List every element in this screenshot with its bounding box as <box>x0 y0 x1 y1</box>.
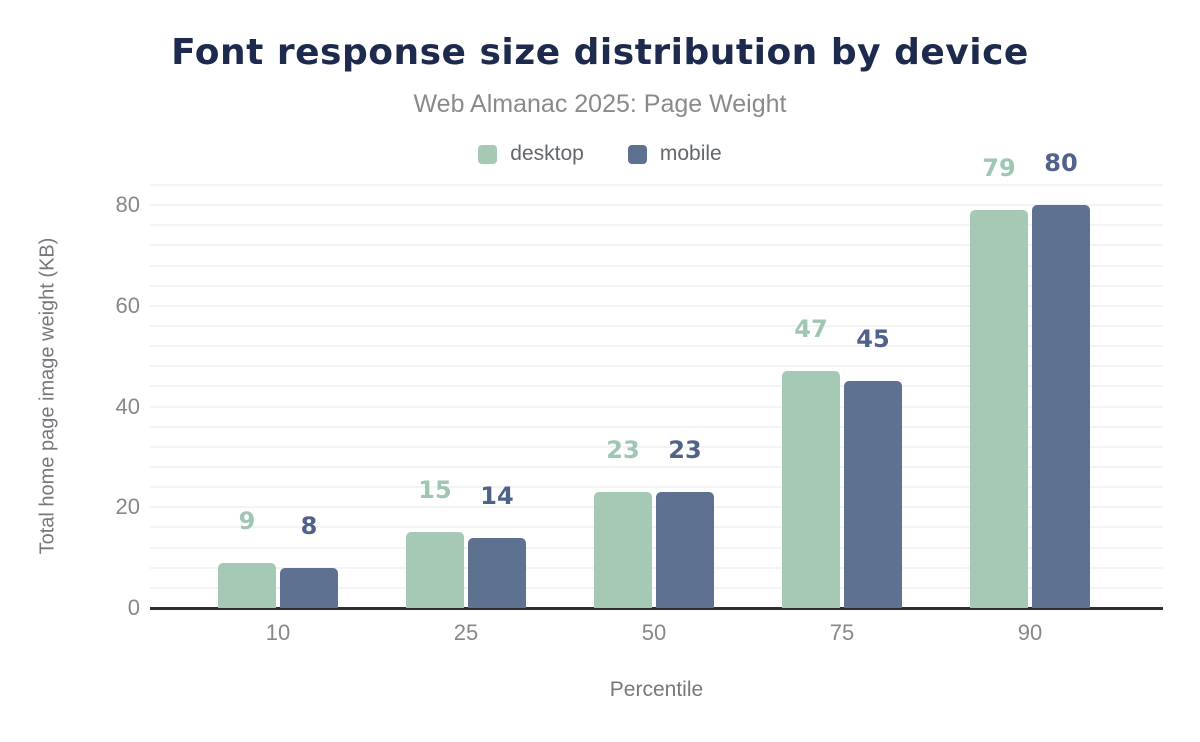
gridline <box>150 385 1163 388</box>
bar-label-desktop-p25: 15 <box>418 476 452 505</box>
x-tick-label-75: 75 <box>829 620 855 645</box>
gridline <box>150 445 1163 448</box>
bar-label-mobile-p50: 23 <box>668 436 702 465</box>
legend-item-mobile[interactable]: mobile <box>627 142 722 166</box>
bar-label-desktop-p90: 79 <box>982 154 1016 183</box>
legend-label-desktop: desktop <box>510 142 584 165</box>
y-axis-title: Total home page image weight (KB) <box>36 237 59 555</box>
x-axis-title: Percentile <box>609 678 704 701</box>
legend-label-mobile: mobile <box>659 142 722 165</box>
y-tick-label-40: 40 <box>115 393 140 419</box>
bar-label-desktop-p75: 47 <box>794 315 828 344</box>
legend-item-desktop[interactable]: desktop <box>478 142 584 166</box>
bar-label-mobile-p10: 8 <box>300 511 318 540</box>
legend: desktop mobile <box>0 142 1200 166</box>
y-axis-tick-labels: 0 20 40 60 80 <box>0 0 140 742</box>
gridline <box>150 365 1163 368</box>
bar-mobile-p10[interactable] <box>280 567 338 608</box>
bar-mobile-p90[interactable] <box>1032 205 1090 608</box>
x-tick-label-50: 50 <box>641 620 667 645</box>
gridline <box>150 304 1163 307</box>
gridline <box>150 284 1163 287</box>
x-tick-label-25: 25 <box>453 620 479 645</box>
y-tick-label-0: 0 <box>127 595 140 620</box>
y-tick-label-20: 20 <box>115 494 140 520</box>
bar-mobile-p25[interactable] <box>468 537 526 608</box>
bar-mobile-p50[interactable] <box>656 492 714 608</box>
gridline <box>150 244 1163 247</box>
bar-label-mobile-p75: 45 <box>856 325 890 354</box>
gridline <box>150 466 1163 468</box>
legend-swatch-desktop <box>478 144 498 164</box>
bar-mobile-p75[interactable] <box>844 381 902 608</box>
bar-desktop-p10[interactable] <box>218 562 276 608</box>
gridline <box>150 325 1163 327</box>
bar-desktop-p50[interactable] <box>594 492 652 608</box>
y-tick-label-80: 80 <box>115 192 140 218</box>
chart-title: Font response size distribution by devic… <box>171 32 1029 73</box>
bar-label-desktop-p50: 23 <box>606 436 640 465</box>
plot-area: 9 15 23 47 79 8 14 23 45 80 10 25 50 75 90 <box>150 149 1163 645</box>
chart-subtitle: Web Almanac 2025: Page Weight <box>413 90 787 118</box>
bar-desktop-p25[interactable] <box>406 532 464 608</box>
x-tick-label-90: 90 <box>1017 620 1043 645</box>
gridline <box>150 264 1163 267</box>
legend-swatch-mobile <box>627 144 647 164</box>
gridline <box>150 486 1163 489</box>
gridline <box>150 224 1163 227</box>
y-tick-label-60: 60 <box>115 292 140 318</box>
bar-desktop-p90[interactable] <box>970 210 1028 608</box>
gridline <box>150 184 1163 186</box>
x-tick-label-10: 10 <box>265 620 291 645</box>
gridline <box>150 204 1163 207</box>
bar-label-mobile-p90: 80 <box>1044 149 1078 178</box>
gridline <box>150 425 1163 428</box>
bar-desktop-p75[interactable] <box>782 371 840 608</box>
bar-label-mobile-p25: 14 <box>480 481 514 510</box>
bar-label-desktop-p10: 9 <box>238 506 256 535</box>
x-axis-line <box>150 607 1163 610</box>
gridline <box>150 345 1163 348</box>
gridline <box>150 405 1163 408</box>
